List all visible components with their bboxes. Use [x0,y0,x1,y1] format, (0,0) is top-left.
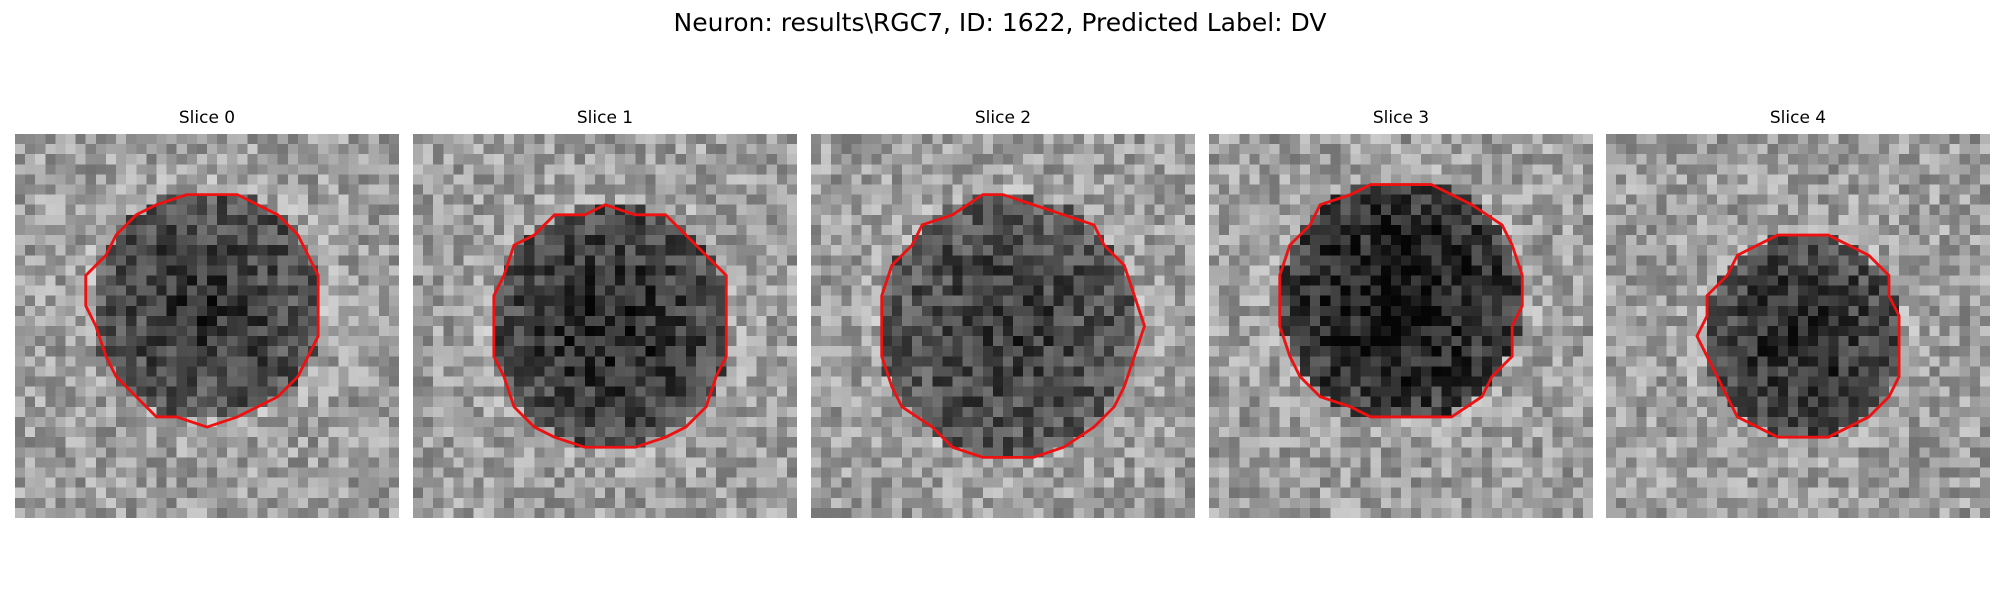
panel-title-slice-1: Slice 1 [576,108,634,128]
figure-title: Neuron: results\RGC7, ID: 1622, Predicte… [673,8,1327,37]
slice-2-image [811,134,1195,518]
panel-title-slice-2: Slice 2 [974,108,1032,128]
contour-slice-0 [84,193,320,429]
slice-4-image [1606,134,1990,518]
slice-3-image [1209,134,1593,518]
contour-slice-4 [1695,233,1901,439]
panel-title-slice-0: Slice 0 [178,108,236,128]
contour-slice-3 [1278,183,1524,419]
slice-1-image [413,134,797,518]
panel-title-slice-3: Slice 3 [1372,108,1430,128]
panel-title-slice-4: Slice 4 [1769,108,1827,128]
slice-0-image [15,134,399,518]
contour-slice-2 [880,193,1146,459]
contour-slice-1 [492,203,728,449]
